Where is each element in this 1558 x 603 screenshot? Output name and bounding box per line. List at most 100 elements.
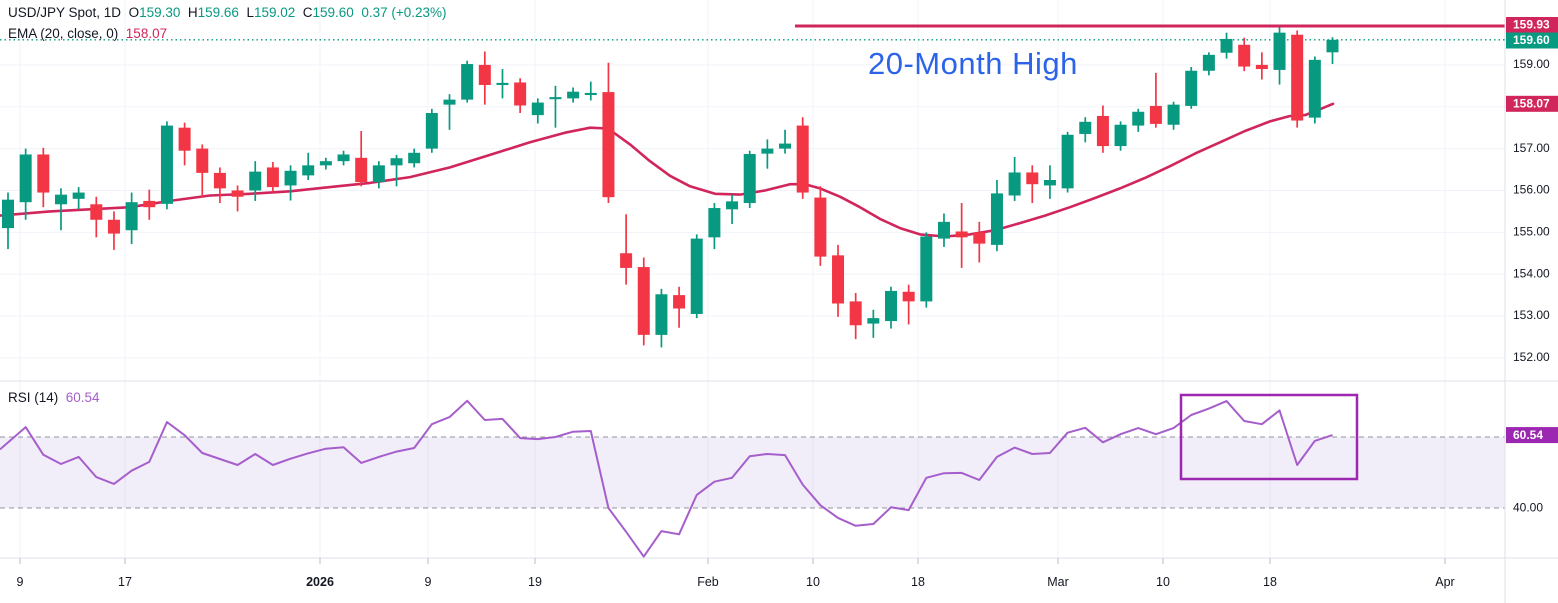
candle-body	[143, 200, 156, 208]
candle-body	[1185, 70, 1198, 106]
candle-body	[496, 82, 509, 85]
time-axis-label: 18	[911, 575, 925, 589]
legend-line1-part: H	[180, 5, 198, 20]
candle-body	[1079, 121, 1092, 134]
candle-body	[708, 208, 721, 238]
candle-body	[443, 99, 456, 105]
legend-line1-part: O	[128, 5, 140, 20]
candle-body	[302, 165, 315, 176]
candle-body	[990, 193, 1003, 245]
candle-body	[19, 154, 32, 203]
candle-body	[620, 253, 633, 268]
candle-body	[266, 167, 279, 188]
candle-body	[461, 64, 474, 100]
candle-body	[1202, 54, 1215, 71]
price-badge	[1506, 17, 1558, 33]
candle-body	[372, 165, 385, 183]
candle-body	[655, 294, 668, 335]
candle-body	[955, 231, 968, 238]
legend-line1-part: 159.30	[139, 5, 181, 20]
legend-line1-part: 159.02	[253, 5, 296, 20]
candle-body	[178, 127, 191, 151]
candle-body	[231, 190, 244, 197]
candle-body	[213, 172, 226, 189]
annotation-20-month-high[interactable]: 20-Month High	[868, 46, 1078, 81]
legend-symbol-ohlc[interactable]: USD/JPY Spot, 1D O159.30 H159.66 L159.02…	[8, 4, 447, 22]
rsi-band	[0, 436, 1505, 509]
time-axis-label: 9	[17, 575, 24, 589]
candle-body	[1061, 134, 1074, 189]
candle-body	[814, 197, 827, 257]
time-axis-label: Feb	[697, 575, 719, 589]
legend-rsi[interactable]: RSI (14) 60.54	[8, 389, 100, 407]
candle-body	[390, 158, 403, 166]
time-axis-label: 18	[1263, 575, 1277, 589]
time-axis[interactable]: 9 17 2026 9 19 Feb 10 18 Mar 10 18 Apr	[17, 558, 1455, 589]
candle-body	[408, 152, 421, 164]
candle-body	[602, 92, 615, 198]
candle-body	[319, 161, 332, 166]
candle-body	[779, 143, 792, 149]
price-badge-label: 158.07	[1513, 96, 1550, 110]
rsi-line[interactable]	[0, 399, 1333, 558]
candle-body	[1291, 34, 1304, 121]
candle-body	[478, 64, 491, 85]
candle-body	[1114, 124, 1127, 147]
candle-body	[832, 255, 845, 304]
candle-body	[337, 154, 350, 162]
rsi-highlight-rect[interactable]	[1179, 393, 1359, 481]
time-axis-label: 10	[1156, 575, 1170, 589]
time-axis-label: 10	[806, 575, 820, 589]
time-axis-label: 2026	[306, 575, 334, 589]
candle-body	[1255, 64, 1268, 70]
legend-line2-part: EMA (20, close, 0)	[8, 26, 126, 41]
grid-layer	[0, 0, 1505, 558]
candle-body	[567, 91, 580, 99]
legend-line1-part: 0.37 (+0.23%)	[353, 5, 447, 20]
candle-body	[90, 204, 103, 220]
candle-body	[920, 236, 933, 302]
candle-body	[284, 170, 297, 186]
candle-body	[973, 232, 986, 244]
candle-body	[531, 102, 544, 116]
rsi-badge-label: 60.54	[1513, 428, 1543, 442]
candle-body	[425, 113, 438, 149]
candle-body	[355, 157, 368, 183]
candle-body	[1149, 105, 1162, 124]
candles-layer[interactable]	[2, 27, 1339, 348]
price-axis-label: 159.00	[1513, 57, 1550, 71]
candle-body	[673, 295, 686, 309]
candle-body	[107, 219, 120, 234]
candle-body	[867, 318, 880, 324]
time-axis-label: 9	[425, 575, 432, 589]
time-axis-label: 19	[528, 575, 542, 589]
candle-body	[72, 192, 85, 199]
price-badge	[1506, 32, 1558, 49]
legend-line2-part: 158.07	[125, 26, 168, 41]
candle-body	[160, 125, 173, 204]
candle-body	[54, 194, 67, 205]
legend-line1-part: L	[238, 5, 254, 20]
candle-body	[125, 202, 138, 231]
candle-body	[1026, 172, 1039, 185]
candle-body	[1220, 38, 1233, 53]
price-axis[interactable]: 159.00 157.00 156.00 155.00 154.00 153.00 152.…	[1506, 17, 1558, 515]
price-axis-label: 154.00	[1513, 266, 1550, 280]
candle-body	[637, 267, 650, 335]
legend-line1-part: C	[295, 5, 313, 20]
candle-body	[885, 290, 897, 322]
price-badge-label: 159.60	[1513, 33, 1550, 47]
candle-body	[1308, 59, 1321, 118]
legend-line1-part: 159.66	[197, 5, 239, 20]
candle-body	[196, 148, 209, 173]
candle-body	[1132, 111, 1145, 126]
candle-body	[1043, 179, 1056, 186]
time-axis-label: 17	[118, 575, 132, 589]
legend-ema[interactable]: EMA (20, close, 0) 158.07	[8, 25, 167, 43]
candle-body	[1008, 172, 1021, 196]
candle-body	[1326, 39, 1339, 53]
